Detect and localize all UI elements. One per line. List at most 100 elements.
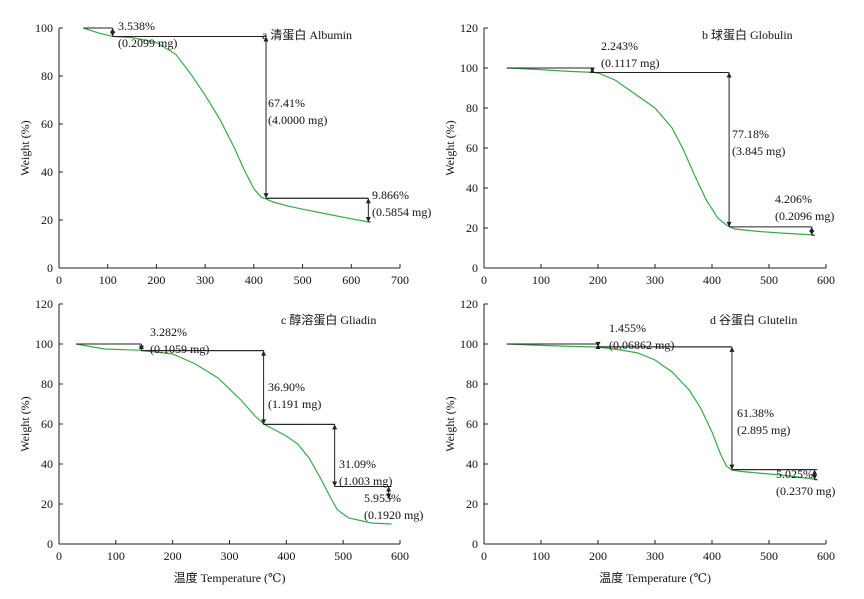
y-tick-label: 100 [35,21,53,35]
mass-loss-mg: (1.003 mg) [339,474,392,488]
arrow-head-down [261,419,267,425]
x-tick-label: 600 [342,273,360,287]
arrow-head-up [726,72,732,78]
x-tick-label: 200 [164,549,182,563]
mass-loss-percent: 5.025% [776,467,813,481]
y-tick-label: 120 [460,297,478,311]
x-axis-title: 温度 Temperature (℃) [599,570,711,585]
y-tick-label: 60 [41,417,53,431]
y-axis-title: Weight (%) [18,120,32,175]
panel-c: 0 20 40 60 80 100 120 0 100 200 300 400 500 600 Weight… [18,297,423,585]
x-tick-label: 300 [646,549,664,563]
mass-loss-mg: (2.895 mg) [737,423,790,437]
x-tick-label: 0 [56,549,62,563]
mass-loss-mg: (0.2370 mg) [776,484,835,498]
mass-loss-mg: (0.2099 mg) [118,36,177,50]
arrow-head-down [332,481,338,487]
x-tick-label: 100 [107,549,125,563]
y-tick-label: 40 [41,457,53,471]
y-tick-label: 80 [466,101,478,115]
y-tick-label: 0 [472,537,478,551]
arrow-head-down [809,230,815,236]
arrow-head-down [589,67,595,73]
y-axis-title: Weight (%) [18,396,32,451]
x-tick-label: 200 [589,273,607,287]
y-tick-label: 20 [466,221,478,235]
x-tick-label: 300 [646,273,664,287]
y-tick-label: 80 [41,69,53,83]
x-tick-label: 0 [481,549,487,563]
arrow-head-down [138,345,144,351]
x-tick-label: 400 [277,549,295,563]
x-tick-label: 100 [532,273,550,287]
mass-loss-percent: 2.243% [601,39,638,53]
mass-loss-percent: 1.455% [609,321,646,335]
mass-loss-mg: (0.1920 mg) [364,508,423,522]
arrow-head-down [110,31,116,37]
tga-curve [83,27,369,223]
y-tick-label: 20 [466,497,478,511]
x-tick-label: 500 [334,549,352,563]
arrow-head-up [386,486,392,492]
y-tick-label: 0 [47,261,53,275]
mass-loss-percent: 9.866% [372,188,409,202]
x-tick-label: 500 [760,549,778,563]
x-tick-label: 400 [245,273,263,287]
tga-curve [75,343,392,525]
mass-loss-percent: 3.538% [118,19,155,33]
mass-loss-mg: (0.2096 mg) [775,209,834,223]
y-tick-label: 20 [41,213,53,227]
y-tick-label: 40 [41,165,53,179]
arrow-head-up [729,346,735,352]
x-tick-label: 600 [817,549,835,563]
y-axis-title: Weight (%) [443,120,457,175]
arrow-head-down [595,341,601,347]
x-tick-label: 0 [56,273,62,287]
x-tick-label: 100 [532,549,550,563]
arrow-head-down [726,221,732,227]
x-tick-label: 500 [760,273,778,287]
arrow-head-down [729,464,735,470]
mass-loss-percent: 4.206% [775,192,812,206]
arrow-head-up [263,36,269,42]
y-tick-label: 120 [460,21,478,35]
x-tick-label: 200 [147,273,165,287]
mass-loss-percent: 31.09% [339,457,376,471]
y-tick-label: 80 [466,377,478,391]
mass-loss-percent: 3.282% [150,325,187,339]
panel-b: 0 20 40 60 80 100 120 0 100 200 300 400 500 600 Weight… [443,21,835,287]
arrow-head-up [812,469,818,475]
mass-loss-mg: (0.06862 mg) [609,338,674,352]
arrow-head-down [365,216,371,222]
arrow-head-up [365,198,371,204]
x-tick-label: 600 [391,549,409,563]
mass-loss-mg: (3.845 mg) [732,144,785,158]
y-tick-label: 80 [41,377,53,391]
y-tick-label: 40 [466,181,478,195]
y-tick-label: 100 [460,337,478,351]
x-tick-label: 0 [481,273,487,287]
mass-loss-percent: 5.953% [364,491,401,505]
mass-loss-percent: 67.41% [268,96,305,110]
x-tick-label: 700 [391,273,409,287]
x-axis-title: 温度 Temperature (℃) [174,570,286,585]
arrow-head-up [261,350,267,356]
y-tick-label: 100 [460,61,478,75]
arrow-head-up [332,424,338,430]
mass-loss-percent: 36.90% [268,380,305,394]
mass-loss-percent: 61.38% [737,406,774,420]
panel-label: c 醇溶蛋白 Gliadin [281,312,376,327]
panel-d: 0 20 40 60 80 100 120 0 100 200 300 400 500 600 Weight… [443,297,835,585]
panel-label: b 球蛋白 Globulin [702,27,793,42]
x-tick-label: 500 [294,273,312,287]
y-tick-label: 20 [41,497,53,511]
x-tick-label: 300 [221,549,239,563]
y-tick-label: 0 [47,537,53,551]
mass-loss-mg: (0.1117 mg) [601,56,659,70]
arrow-head-down [386,493,392,499]
arrow-head-down [812,474,818,480]
y-tick-label: 40 [466,457,478,471]
x-tick-label: 200 [589,549,607,563]
y-tick-label: 60 [466,417,478,431]
